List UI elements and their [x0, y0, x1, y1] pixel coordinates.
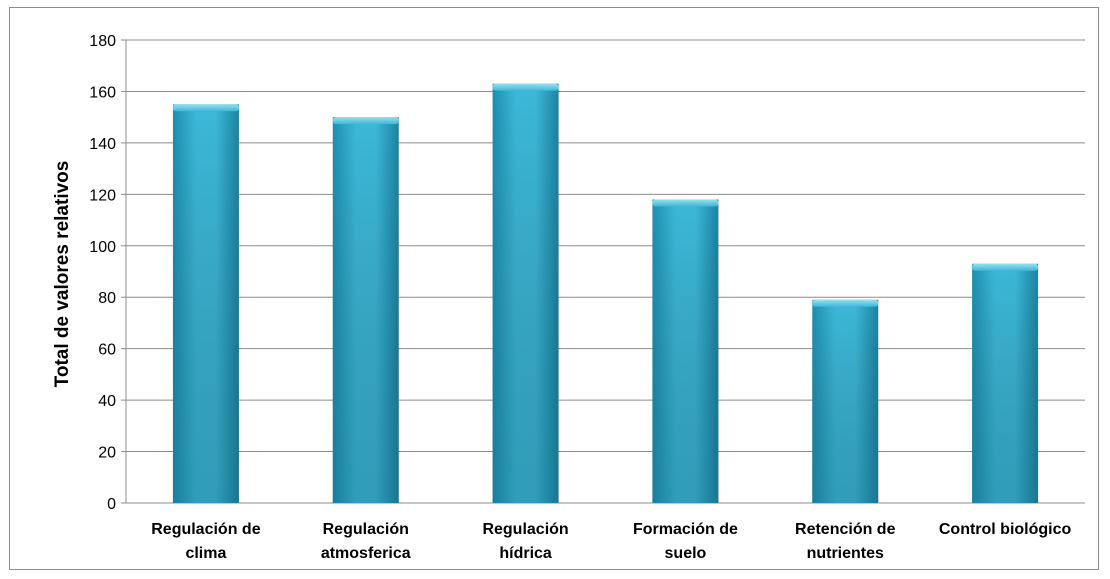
bar-shade [332, 117, 399, 504]
x-category-label: hídrica [499, 545, 552, 562]
bar-top-bevel [332, 117, 399, 125]
y-tick-label: 80 [98, 290, 116, 307]
y-tick-label: 140 [89, 136, 116, 153]
bar-shade [812, 299, 879, 503]
y-axis-label: Total de valores relativos [52, 161, 73, 388]
y-tick-label: 100 [89, 239, 116, 256]
x-category-label: clima [185, 545, 226, 562]
x-category-label: Retención de [795, 521, 896, 538]
y-tick-label: 0 [107, 496, 116, 513]
x-category-labels: Regulación de clima Regulación atmosferica R… [151, 521, 1071, 562]
x-category-label: suelo [665, 545, 707, 562]
gridlines [121, 39, 1085, 504]
bar-top-bevel [812, 299, 879, 307]
x-category-label: Regulación [482, 521, 568, 538]
bars [172, 83, 1039, 504]
bar-shade [972, 263, 1039, 503]
bar-top-bevel [172, 104, 239, 112]
y-tick-label: 20 [98, 445, 116, 462]
y-tick-label: 180 [89, 33, 116, 50]
x-category-label: Regulación [323, 521, 409, 538]
bar-top-bevel [972, 263, 1039, 271]
bar-shade [652, 199, 719, 503]
x-category-label: Formación de [633, 521, 738, 538]
y-tick-label: 60 [98, 342, 116, 359]
bar-top-bevel [492, 83, 559, 91]
bar-shade [172, 104, 239, 504]
x-category-label: Regulación de [151, 521, 260, 538]
x-category-label: nutrientes [807, 545, 884, 562]
bar-shade [492, 83, 559, 503]
x-category-label: Control biológico [939, 521, 1072, 538]
bar-top-bevel [652, 199, 719, 207]
y-tick-labels: 0 20 40 60 80 100 120 140 160 180 [89, 33, 116, 513]
x-category-label: atmosferica [321, 545, 411, 562]
y-tick-label: 40 [98, 393, 116, 410]
y-tick-label: 120 [89, 187, 116, 204]
y-tick-label: 160 [89, 84, 116, 101]
